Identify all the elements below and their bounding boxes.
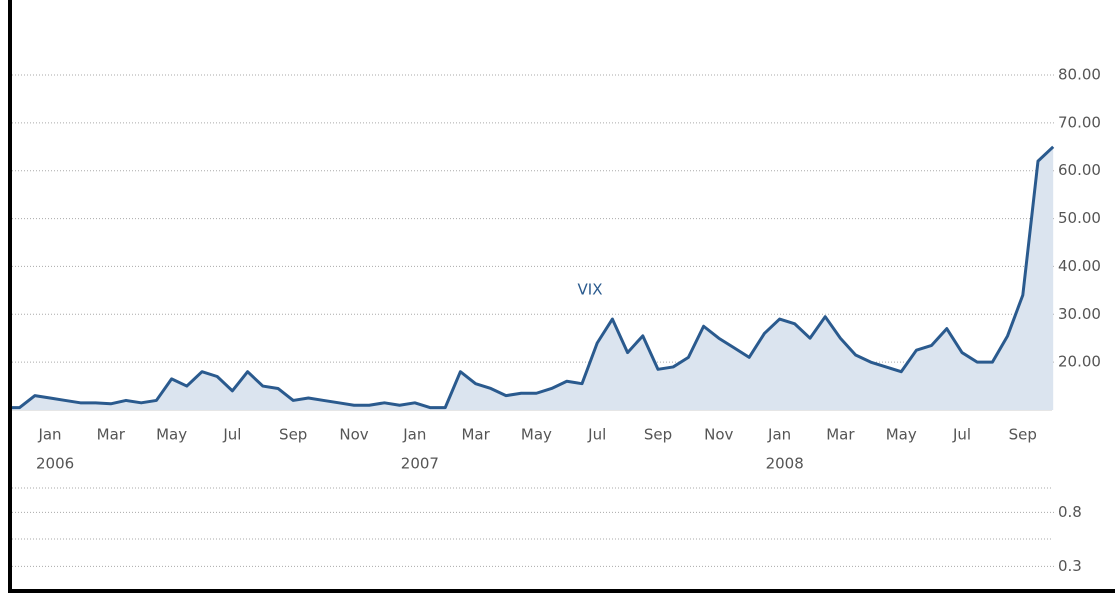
x-tick-label: Sep (644, 426, 672, 444)
x-tick-label: Mar (826, 426, 855, 444)
x-tick-label: Sep (279, 426, 307, 444)
area (12, 146, 1054, 411)
series-label: VIX (578, 281, 603, 299)
x-tick-label: Nov (704, 426, 733, 444)
y-tick-label: 60.00 (1058, 161, 1101, 179)
y-tick-label: 80.00 (1058, 66, 1101, 84)
y-tick-label: 0.8 (1058, 503, 1082, 521)
x-year-label: 2008 (766, 455, 804, 473)
y-tick-label: 0.3 (1058, 557, 1082, 575)
x-tick-label: Mar (461, 426, 490, 444)
x-tick-label: Jan (37, 426, 61, 444)
y-tick-label: 40.00 (1058, 257, 1101, 275)
y-tick-label: 30.00 (1058, 305, 1101, 323)
x-year-label: 2007 (401, 455, 439, 473)
y-tick-label: 50.00 (1058, 209, 1101, 227)
x-tick-label: Sep (1009, 426, 1037, 444)
x-tick-label: May (521, 426, 552, 444)
x-tick-label: May (156, 426, 187, 444)
x-tick-label: Jan (767, 426, 791, 444)
y-tick-label: 70.00 (1058, 113, 1101, 131)
x-tick-label: Mar (97, 426, 126, 444)
x-year-label: 2006 (36, 455, 74, 473)
x-tick-label: Jan (402, 426, 426, 444)
x-tick-label: Nov (339, 426, 368, 444)
line (12, 145, 1055, 410)
x-tick-label: May (886, 426, 917, 444)
x-tick-label: Jul (587, 426, 606, 444)
y-tick-label: 20.00 (1058, 353, 1101, 371)
x-tick-label: Jul (222, 426, 241, 444)
x-tick-label: Jul (952, 426, 971, 444)
